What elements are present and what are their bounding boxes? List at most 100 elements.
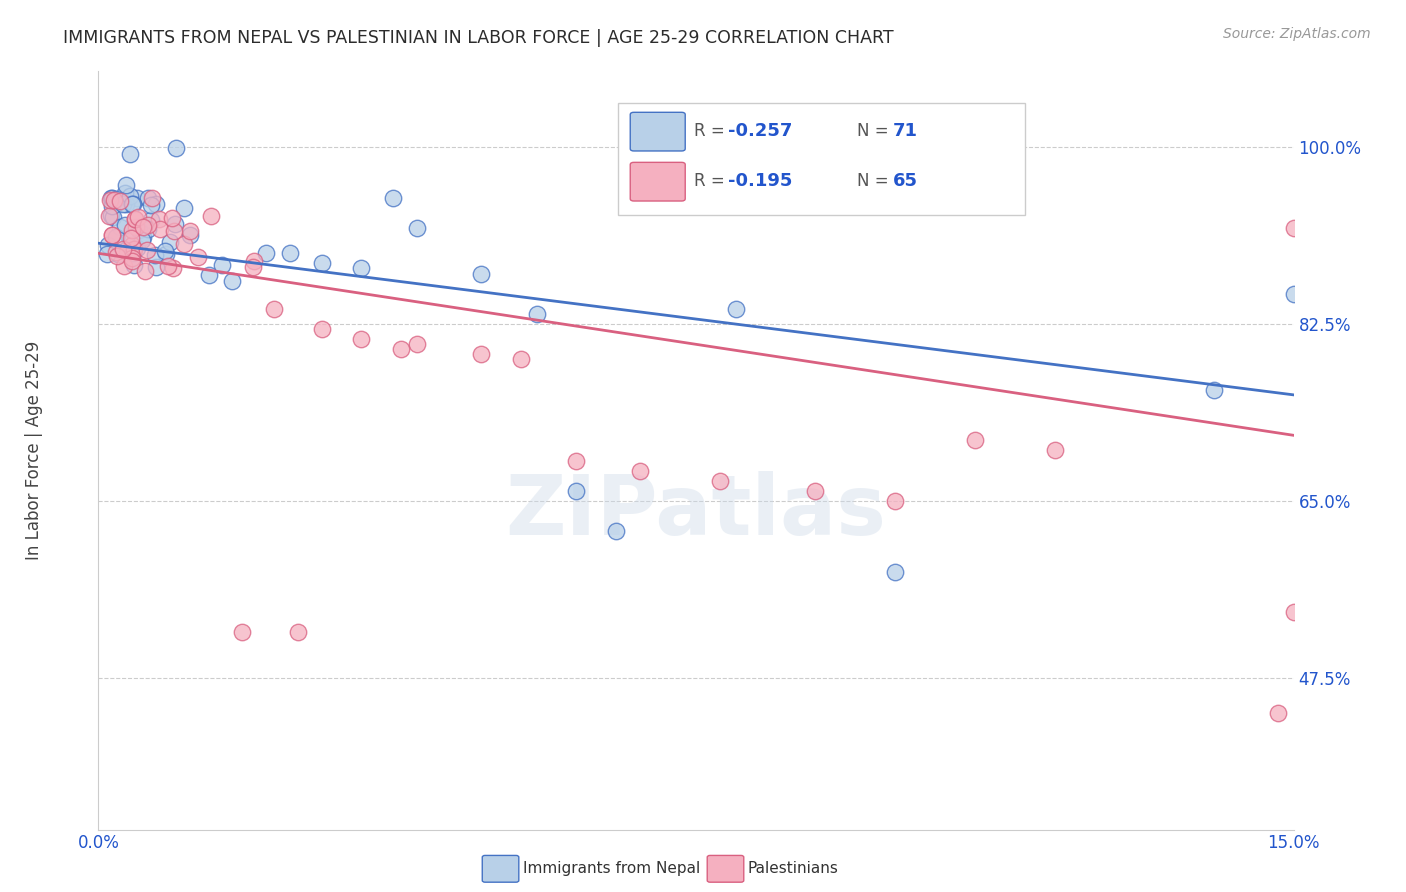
Point <box>1202 383 1225 397</box>
Point <box>121 253 143 268</box>
Point <box>263 301 285 316</box>
Point <box>509 352 531 367</box>
Point <box>98 193 121 207</box>
Point <box>107 246 129 260</box>
Point <box>628 464 651 478</box>
Point <box>211 258 233 272</box>
Point <box>157 259 180 273</box>
Point <box>118 146 141 161</box>
Point <box>565 453 588 467</box>
Text: Palestinians: Palestinians <box>748 862 839 876</box>
Point <box>100 191 122 205</box>
Point <box>139 213 162 227</box>
Point <box>179 224 201 238</box>
Point <box>124 212 146 227</box>
Point <box>121 251 143 265</box>
Point <box>114 196 136 211</box>
Point <box>350 261 373 276</box>
Point <box>1282 605 1305 619</box>
Point <box>121 197 143 211</box>
Point <box>128 223 150 237</box>
Point <box>104 230 127 244</box>
Point <box>198 268 221 282</box>
FancyBboxPatch shape <box>630 162 685 201</box>
Text: N =: N = <box>858 172 894 190</box>
Point <box>1043 443 1066 458</box>
Point <box>112 259 135 273</box>
Point <box>127 210 149 224</box>
Point <box>114 218 136 232</box>
Point <box>179 227 201 242</box>
Point <box>153 244 176 258</box>
Point <box>115 178 138 193</box>
Text: R =: R = <box>693 122 730 140</box>
Point <box>155 246 177 260</box>
Text: N =: N = <box>858 122 894 140</box>
Point <box>162 260 184 275</box>
Point <box>884 494 907 508</box>
Point <box>311 322 333 336</box>
Point <box>134 264 156 278</box>
Point <box>406 337 429 351</box>
Point <box>200 209 222 223</box>
Point <box>101 228 124 243</box>
Point <box>221 274 243 288</box>
Text: Immigrants from Nepal: Immigrants from Nepal <box>523 862 700 876</box>
Point <box>231 625 253 640</box>
Point <box>187 250 209 264</box>
Point <box>114 186 136 200</box>
Point <box>131 233 153 247</box>
Point <box>526 307 548 321</box>
Point <box>165 140 187 154</box>
Text: 71: 71 <box>893 122 918 140</box>
Point <box>254 246 277 260</box>
Point <box>139 198 162 212</box>
Point <box>101 199 124 213</box>
Point <box>242 260 264 274</box>
Point <box>382 191 405 205</box>
Point <box>565 483 588 498</box>
Point <box>115 244 138 259</box>
Text: 65: 65 <box>893 172 918 190</box>
Point <box>389 343 412 357</box>
Point <box>709 474 731 488</box>
Point <box>724 301 747 316</box>
Point <box>1282 221 1305 235</box>
Point <box>122 196 145 211</box>
Text: -0.257: -0.257 <box>728 122 793 140</box>
Point <box>103 193 125 207</box>
Text: R =: R = <box>693 172 730 190</box>
Point <box>125 219 148 234</box>
Point <box>108 220 131 235</box>
Point <box>120 231 142 245</box>
Point <box>100 227 122 242</box>
Point <box>173 201 195 215</box>
Point <box>406 221 429 235</box>
Point <box>963 434 986 448</box>
Point <box>105 249 128 263</box>
Point <box>120 189 142 203</box>
Point <box>97 238 120 252</box>
FancyBboxPatch shape <box>630 112 685 151</box>
Point <box>101 211 124 225</box>
Point <box>138 218 160 232</box>
Text: ZIPatlas: ZIPatlas <box>506 471 886 551</box>
Point <box>243 254 266 268</box>
Point <box>173 237 195 252</box>
Point <box>1267 706 1289 721</box>
Point <box>141 191 163 205</box>
Point <box>112 196 135 211</box>
Text: -0.195: -0.195 <box>728 172 793 190</box>
Point <box>131 219 153 234</box>
Point <box>165 217 187 231</box>
Point <box>145 260 167 274</box>
Point <box>118 230 141 244</box>
Point <box>287 625 309 640</box>
Point <box>100 208 122 222</box>
Point <box>278 246 301 260</box>
Y-axis label: In Labor Force | Age 25-29: In Labor Force | Age 25-29 <box>25 341 42 560</box>
Point <box>884 565 907 579</box>
Point <box>108 194 131 209</box>
Point <box>350 332 373 346</box>
Text: IMMIGRANTS FROM NEPAL VS PALESTINIAN IN LABOR FORCE | AGE 25-29 CORRELATION CHAR: IMMIGRANTS FROM NEPAL VS PALESTINIAN IN … <box>63 29 894 46</box>
